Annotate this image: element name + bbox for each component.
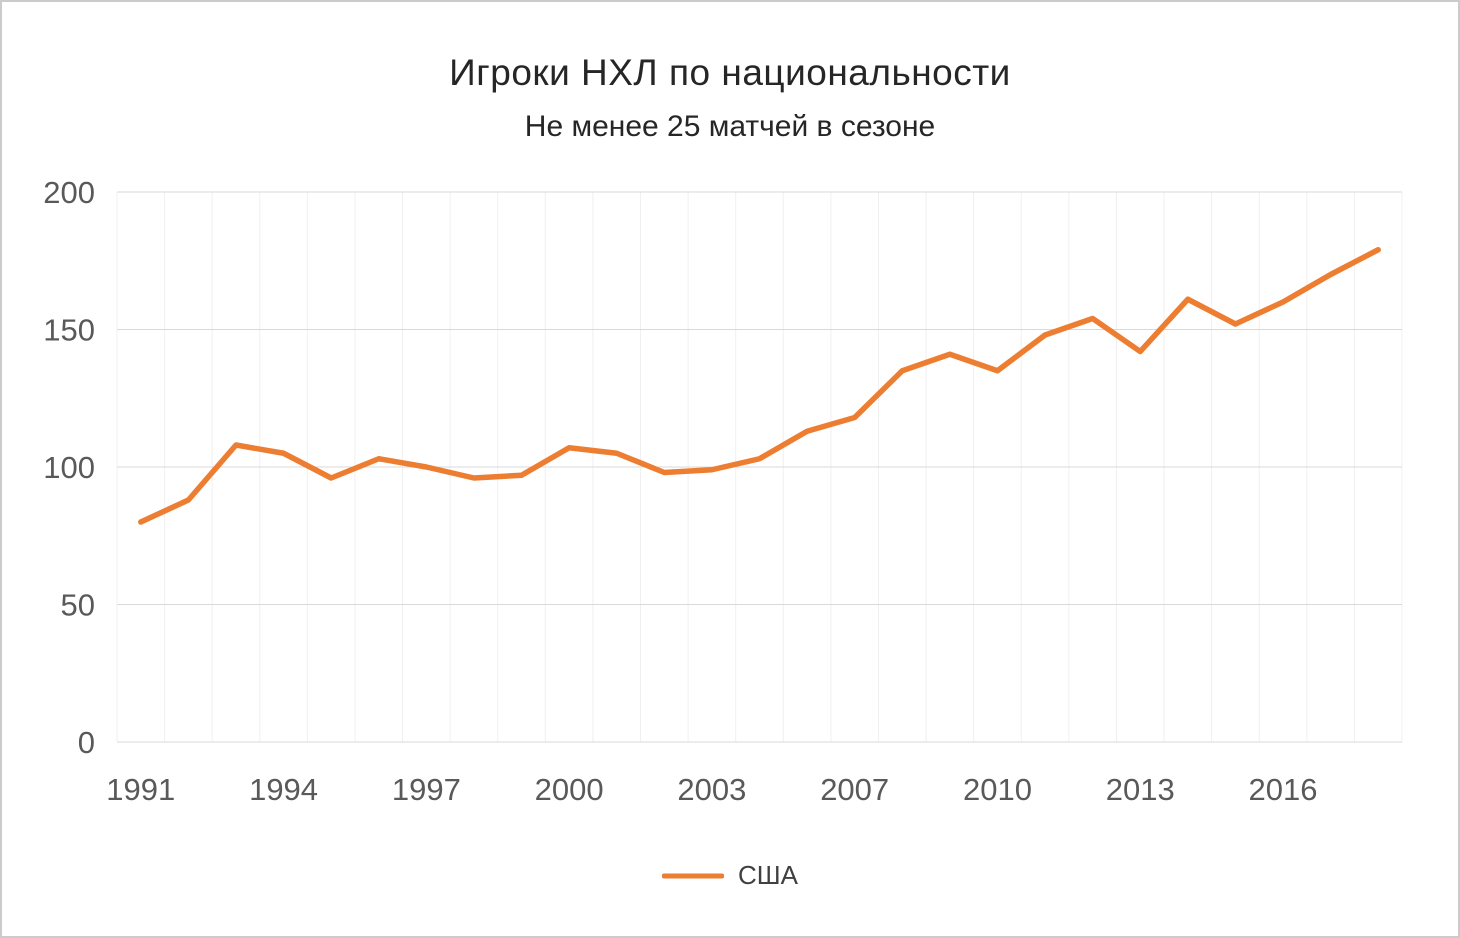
x-axis-tick-label: 2016 bbox=[1249, 772, 1318, 807]
y-axis-tick-label: 100 bbox=[43, 450, 95, 485]
y-axis-tick-label: 200 bbox=[43, 175, 95, 210]
chart-subtitle: Не менее 25 матчей в сезоне bbox=[524, 110, 936, 143]
x-axis-tick-label: 2000 bbox=[535, 772, 604, 807]
x-axis-tick-label: 2007 bbox=[820, 772, 889, 807]
chart-title: Игроки НХЛ по национальности bbox=[449, 52, 1011, 93]
x-axis-tick-label: 2013 bbox=[1106, 772, 1175, 807]
y-axis-tick-label: 0 bbox=[78, 725, 95, 760]
y-axis-tick-label: 50 bbox=[61, 588, 95, 623]
x-axis-tick-label: 1997 bbox=[392, 772, 461, 807]
legend-line-swatch bbox=[662, 873, 725, 878]
x-axis-tick-label: 2010 bbox=[963, 772, 1032, 807]
legend: США bbox=[2, 860, 1458, 891]
x-axis-tick-label: 1991 bbox=[106, 772, 175, 807]
x-axis-tick-label: 1994 bbox=[249, 772, 318, 807]
x-axis-tick-label: 2003 bbox=[677, 772, 746, 807]
series-line bbox=[138, 247, 1381, 525]
y-axis-tick-label: 150 bbox=[43, 313, 95, 348]
legend-label: США bbox=[738, 860, 798, 890]
